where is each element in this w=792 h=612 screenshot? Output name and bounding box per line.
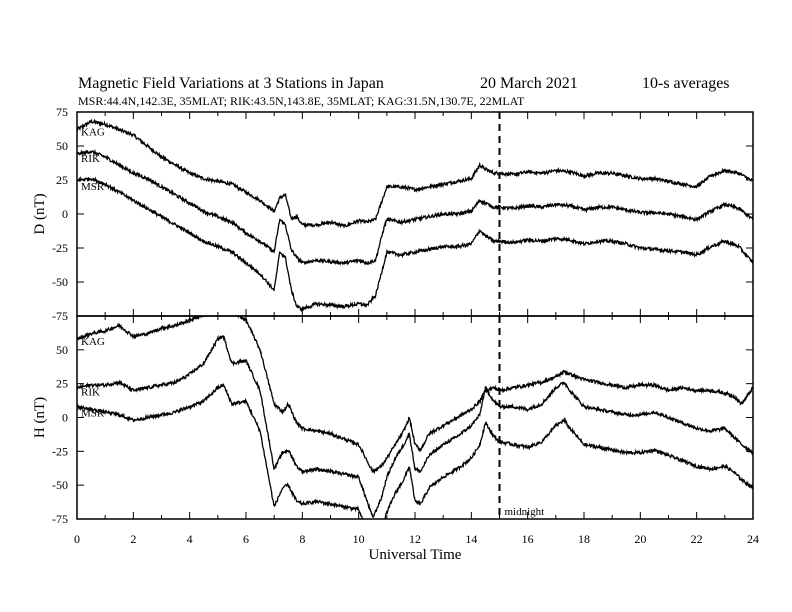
series-line-msr	[77, 382, 753, 519]
chart-date: 20 March 2021	[480, 75, 578, 92]
y-tick-label: -50	[52, 478, 68, 492]
x-tick-label: 22	[691, 532, 703, 546]
x-axis-label: Universal Time	[369, 547, 462, 563]
series-line-rik	[77, 148, 753, 266]
series-label-rik: RIK	[81, 387, 100, 399]
x-tick-label: 2	[130, 532, 136, 546]
series-label-msr: MSR	[81, 181, 105, 193]
x-tick-label: 6	[243, 532, 249, 546]
y-tick-label: 75	[56, 105, 68, 119]
stations-subtitle: MSR:44.4N,142.3E, 35MLAT; RIK:43.5N,143.…	[78, 94, 525, 108]
plot-frame	[76, 111, 754, 317]
y-axis-label: H (nT)	[32, 397, 48, 438]
plot-frame	[76, 315, 754, 520]
y-tick-label: 50	[56, 343, 68, 357]
x-tick-label: 0	[74, 532, 80, 546]
series-label-msr: MSR	[81, 408, 105, 420]
series-line-kag	[77, 316, 753, 475]
series-label-kag: KAG	[81, 127, 105, 139]
y-tick-label: 25	[56, 173, 68, 187]
averaging-label: 10-s averages	[642, 75, 730, 92]
y-tick-label: 25	[56, 377, 68, 391]
series-line-rik	[77, 334, 753, 518]
x-tick-label: 16	[522, 532, 534, 546]
y-tick-label: 0	[62, 411, 68, 425]
y-tick-label: -75	[52, 512, 68, 526]
x-tick-label: 14	[465, 532, 477, 546]
y-tick-label: 0	[62, 207, 68, 221]
x-tick-label: 18	[578, 532, 590, 546]
series-label-rik: RIK	[81, 153, 100, 165]
y-tick-label: -75	[52, 309, 68, 323]
x-tick-label: 20	[634, 532, 646, 546]
series-line-msr	[77, 175, 753, 313]
series-label-kag: KAG	[81, 336, 105, 348]
midnight-label: midnight	[505, 506, 545, 518]
y-axis-label: D (nT)	[32, 193, 48, 234]
series-line-kag	[77, 118, 753, 229]
y-tick-label: -25	[52, 241, 68, 255]
x-tick-label: 8	[299, 532, 305, 546]
d-panel: 75 50 25 0 -25 -50 -75 D (nT) KAG RIK MSR	[32, 105, 754, 323]
y-tick-label: -25	[52, 444, 68, 458]
y-tick-label: 50	[56, 139, 68, 153]
x-tick-label: 24	[747, 532, 759, 546]
x-tick-label: 4	[187, 532, 193, 546]
y-tick-label: -50	[52, 275, 68, 289]
chart-title: Magnetic Field Variations at 3 Stations …	[78, 75, 384, 92]
x-tick-label: 10	[353, 532, 365, 546]
x-tick-label: 12	[409, 532, 421, 546]
